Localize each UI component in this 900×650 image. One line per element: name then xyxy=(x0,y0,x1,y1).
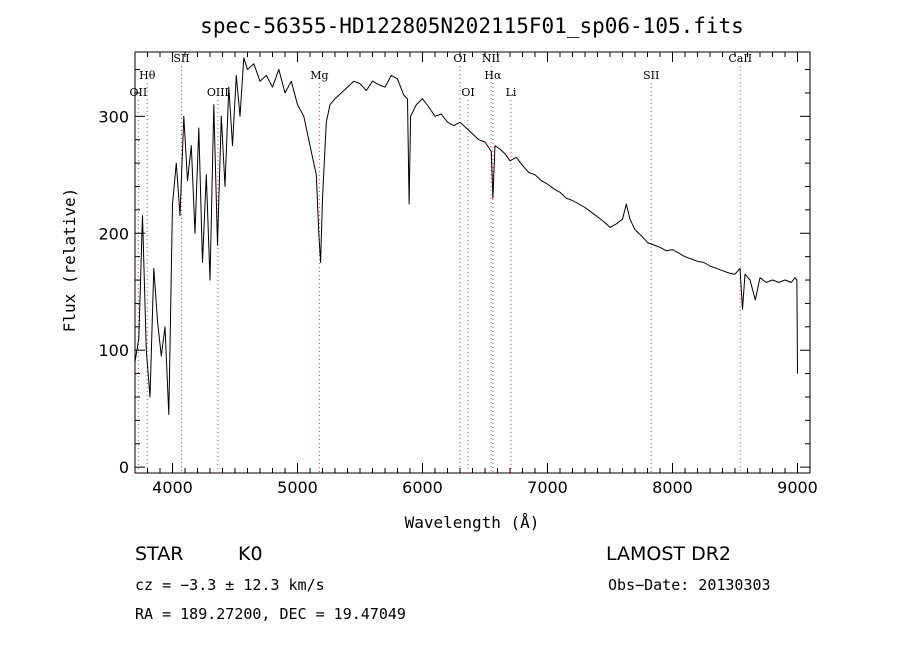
y-tick-label: 200 xyxy=(98,224,129,243)
y-tick-label: 300 xyxy=(98,107,129,126)
line-marker-label: SII xyxy=(173,52,189,65)
x-tick-label: 4000 xyxy=(152,478,193,497)
y-axis: 0 100 200 300 xyxy=(98,69,810,477)
y-tick-label: 100 xyxy=(98,341,129,360)
object-subclass: K0 xyxy=(238,543,263,565)
spectrum-line xyxy=(134,57,798,415)
x-axis: 4000 5000 6000 7000 8000 9000 xyxy=(134,52,818,497)
redshift-text: cz = −3.3 ± 12.3 km/s xyxy=(135,576,325,594)
line-marker-label: NII xyxy=(482,52,500,65)
x-tick-label: 9000 xyxy=(777,478,818,497)
obs-date-text: Obs−Date: 20130303 xyxy=(608,576,771,594)
line-marker-label: Hθ xyxy=(139,69,156,82)
line-marker-label: CaII xyxy=(728,52,752,65)
y-axis-label: Flux (relative) xyxy=(60,188,79,333)
line-marker-label: OI xyxy=(461,86,474,99)
line-marker-label: Li xyxy=(506,86,517,99)
x-tick-label: 7000 xyxy=(527,478,568,497)
y-tick-label: 0 xyxy=(119,458,129,477)
line-marker-label: OIII xyxy=(207,86,229,99)
line-marker-label: OI xyxy=(453,52,466,65)
object-class: STAR xyxy=(135,543,183,565)
x-axis-label: Wavelength (Å) xyxy=(405,513,540,532)
survey-name: LAMOST DR2 xyxy=(606,543,731,565)
x-tick-label: 5000 xyxy=(277,478,318,497)
line-marker-label: SII xyxy=(643,69,659,82)
x-tick-label: 8000 xyxy=(652,478,693,497)
line-marker-label: Mg xyxy=(310,69,328,82)
coordinates-text: RA = 189.27200, DEC = 19.47049 xyxy=(135,605,406,623)
plot-frame xyxy=(134,51,811,474)
x-tick-label: 6000 xyxy=(402,478,443,497)
chart-title: spec-56355-HD122805N202115F01_sp06-105.f… xyxy=(200,14,744,38)
line-marker-label: Hα xyxy=(484,69,502,82)
spectrum-series xyxy=(134,57,798,415)
